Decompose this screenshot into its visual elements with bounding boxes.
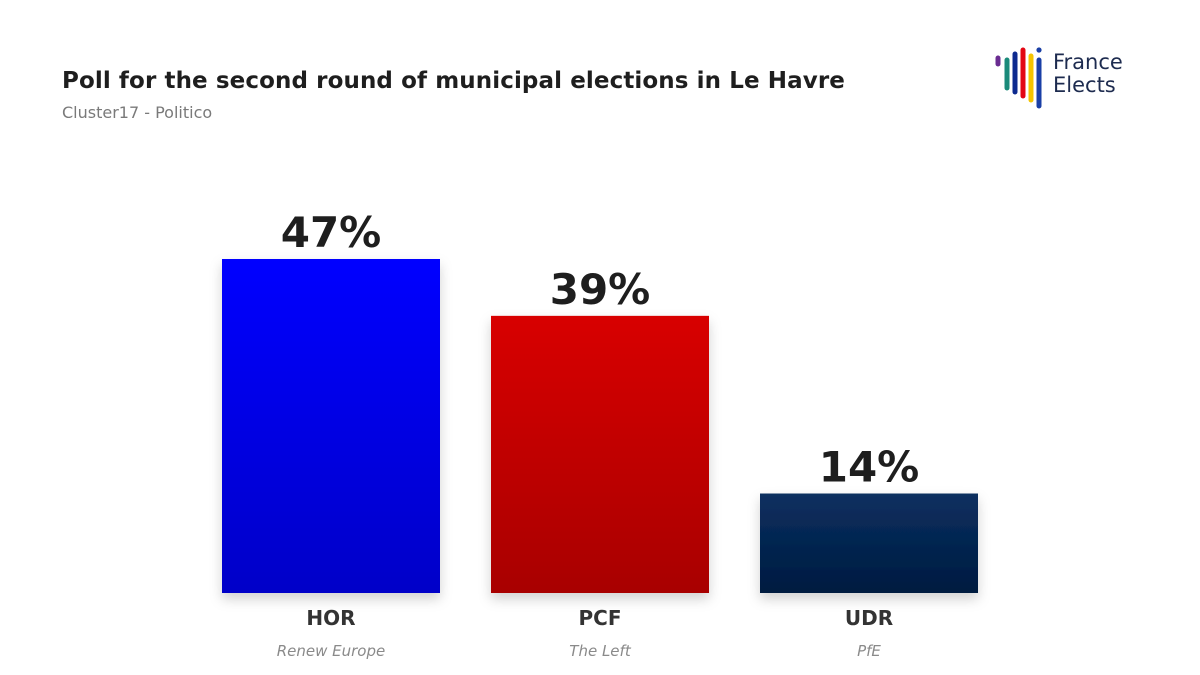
logo-stripes [995,47,1042,109]
category-label: PCF [579,606,622,630]
bar-hor [222,259,440,593]
value-label: 47% [281,208,382,257]
logo-dot [1036,47,1042,53]
logo-text: France Elects [1053,51,1123,97]
category-label: UDR [845,606,893,630]
category-label: HOR [306,606,355,630]
bars-layer: 47% HOR Renew Europe 39% PCF The Left 14% UDR Pf… [222,208,978,660]
bar-pcf [491,315,709,593]
group-label: The Left [569,642,632,660]
group-label: Renew Europe [277,642,386,660]
value-label: 39% [550,265,651,314]
chart-title: Poll for the second round of municipal e… [62,68,846,94]
logo-text-line1: France [1053,50,1123,74]
france-elects-logo-icon [995,47,1042,109]
value-label: 14% [819,443,920,492]
group-label: PfE [857,642,881,660]
logo-text-line2: Elects [1053,73,1116,97]
chart-subtitle: Cluster17 - Politico [62,103,213,122]
bar-udr [760,493,978,593]
